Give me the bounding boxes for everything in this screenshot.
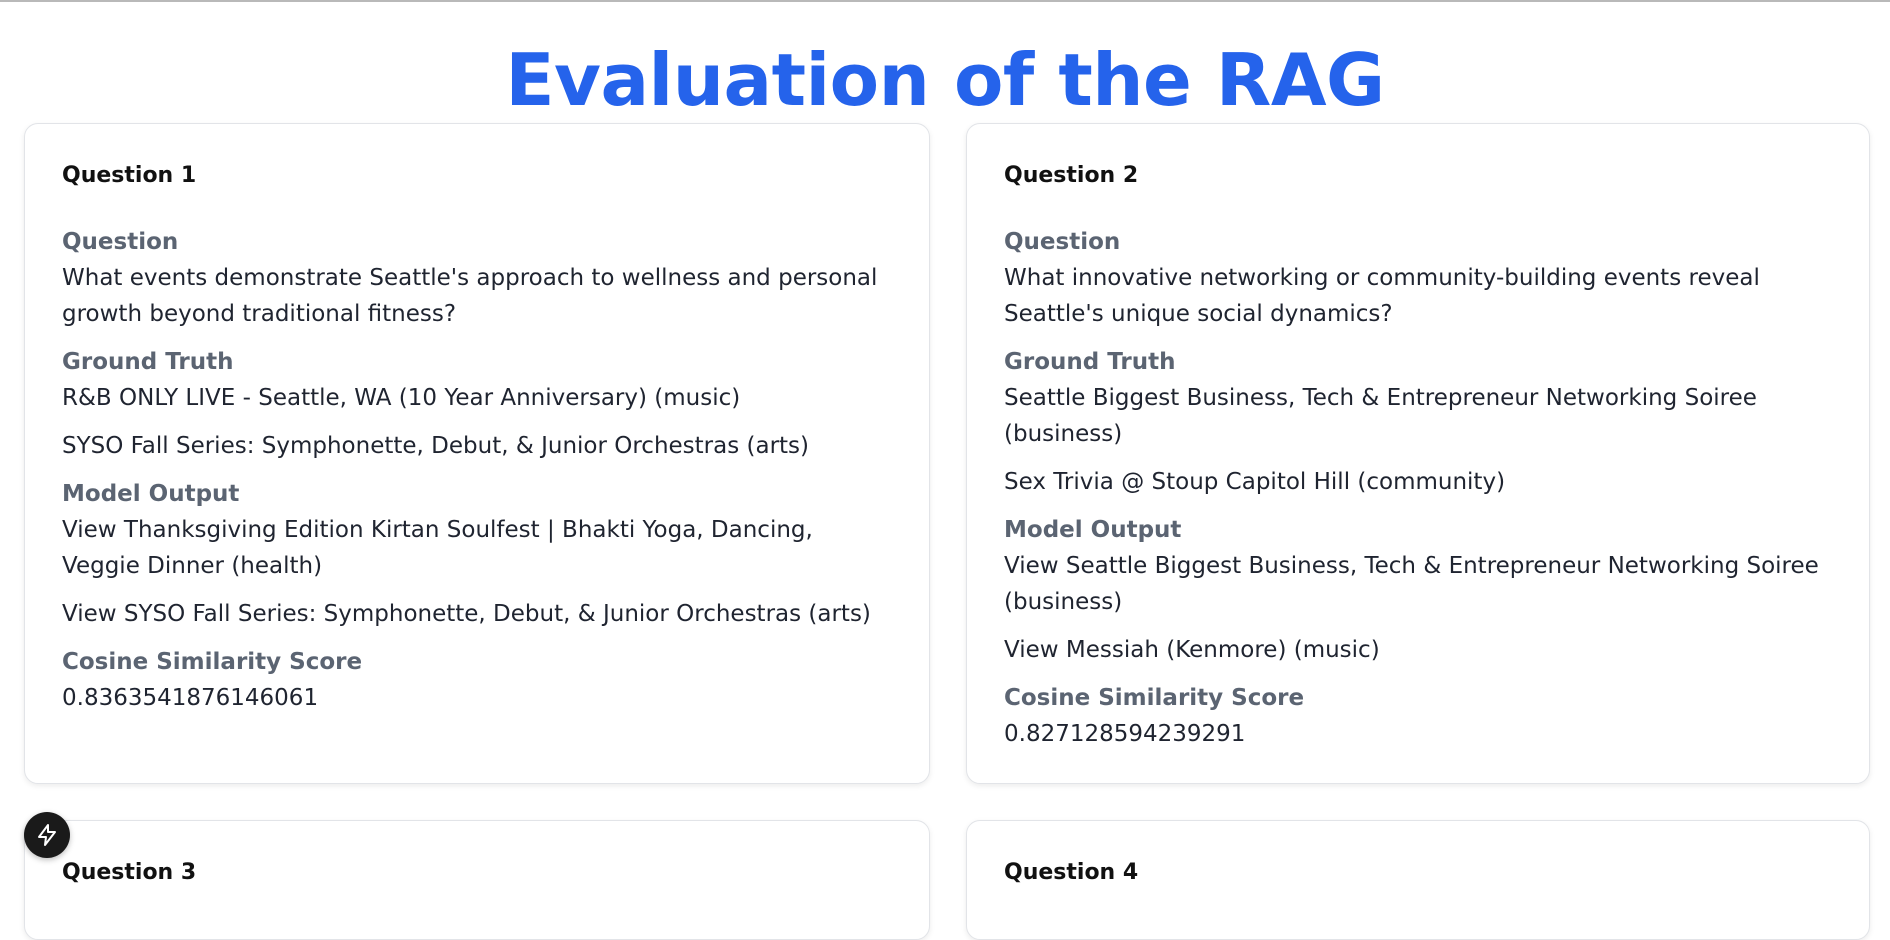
page-title: Evaluation of the RAG: [505, 38, 1385, 122]
ground-truth-item: Seattle Biggest Business, Tech & Entrepr…: [1004, 385, 1757, 447]
ground-truth-section: Ground Truth R&B ONLY LIVE - Seattle, WA…: [62, 344, 892, 464]
question-card-2: Question 2 Question What innovative netw…: [966, 123, 1870, 784]
card-heading: Question 4: [1004, 860, 1139, 885]
ground-truth-item: Sex Trivia @ Stoup Capitol Hill (communi…: [1004, 469, 1506, 495]
model-output-section: Model Output View Thanksgiving Edition K…: [62, 476, 892, 632]
question-section: Question What events demonstrate Seattle…: [62, 224, 892, 332]
question-card-3: Question 3: [24, 820, 930, 940]
model-output-label: Model Output: [62, 481, 240, 507]
lightning-bolt-icon: [38, 824, 56, 846]
question-section: Question What innovative networking or c…: [1004, 224, 1832, 332]
question-card-4: Question 4: [966, 820, 1870, 940]
question-card-1: Question 1 Question What events demonstr…: [24, 123, 930, 784]
ground-truth-label: Ground Truth: [1004, 349, 1176, 375]
card-heading: Question 1: [62, 163, 197, 188]
score-value: 0.827128594239291: [1004, 721, 1246, 747]
score-label: Cosine Similarity Score: [62, 649, 363, 675]
floating-action-button[interactable]: [24, 812, 70, 858]
model-output-item: View SYSO Fall Series: Symphonette, Debu…: [62, 601, 871, 627]
score-section: Cosine Similarity Score 0.82712859423929…: [1004, 680, 1832, 752]
model-output-section: Model Output View Seattle Biggest Busine…: [1004, 512, 1832, 668]
model-output-label: Model Output: [1004, 517, 1182, 543]
card-heading: Question 2: [1004, 163, 1139, 188]
card-heading: Question 3: [62, 860, 197, 885]
ground-truth-item: SYSO Fall Series: Symphonette, Debut, & …: [62, 433, 810, 459]
ground-truth-label: Ground Truth: [62, 349, 234, 375]
model-output-item: View Thanksgiving Edition Kirtan Soulfes…: [62, 517, 813, 579]
ground-truth-section: Ground Truth Seattle Biggest Business, T…: [1004, 344, 1832, 500]
score-section: Cosine Similarity Score 0.83635418761460…: [62, 644, 892, 716]
score-label: Cosine Similarity Score: [1004, 685, 1305, 711]
model-output-item: View Seattle Biggest Business, Tech & En…: [1004, 553, 1819, 615]
score-value: 0.8363541876146061: [62, 685, 319, 711]
model-output-item: View Messiah (Kenmore) (music): [1004, 637, 1380, 663]
question-text: What events demonstrate Seattle's approa…: [62, 265, 878, 327]
question-label: Question: [62, 229, 179, 255]
window-top-border: [0, 0, 1890, 2]
question-label: Question: [1004, 229, 1121, 255]
question-text: What innovative networking or community-…: [1004, 265, 1760, 327]
ground-truth-item: R&B ONLY LIVE - Seattle, WA (10 Year Ann…: [62, 385, 741, 411]
